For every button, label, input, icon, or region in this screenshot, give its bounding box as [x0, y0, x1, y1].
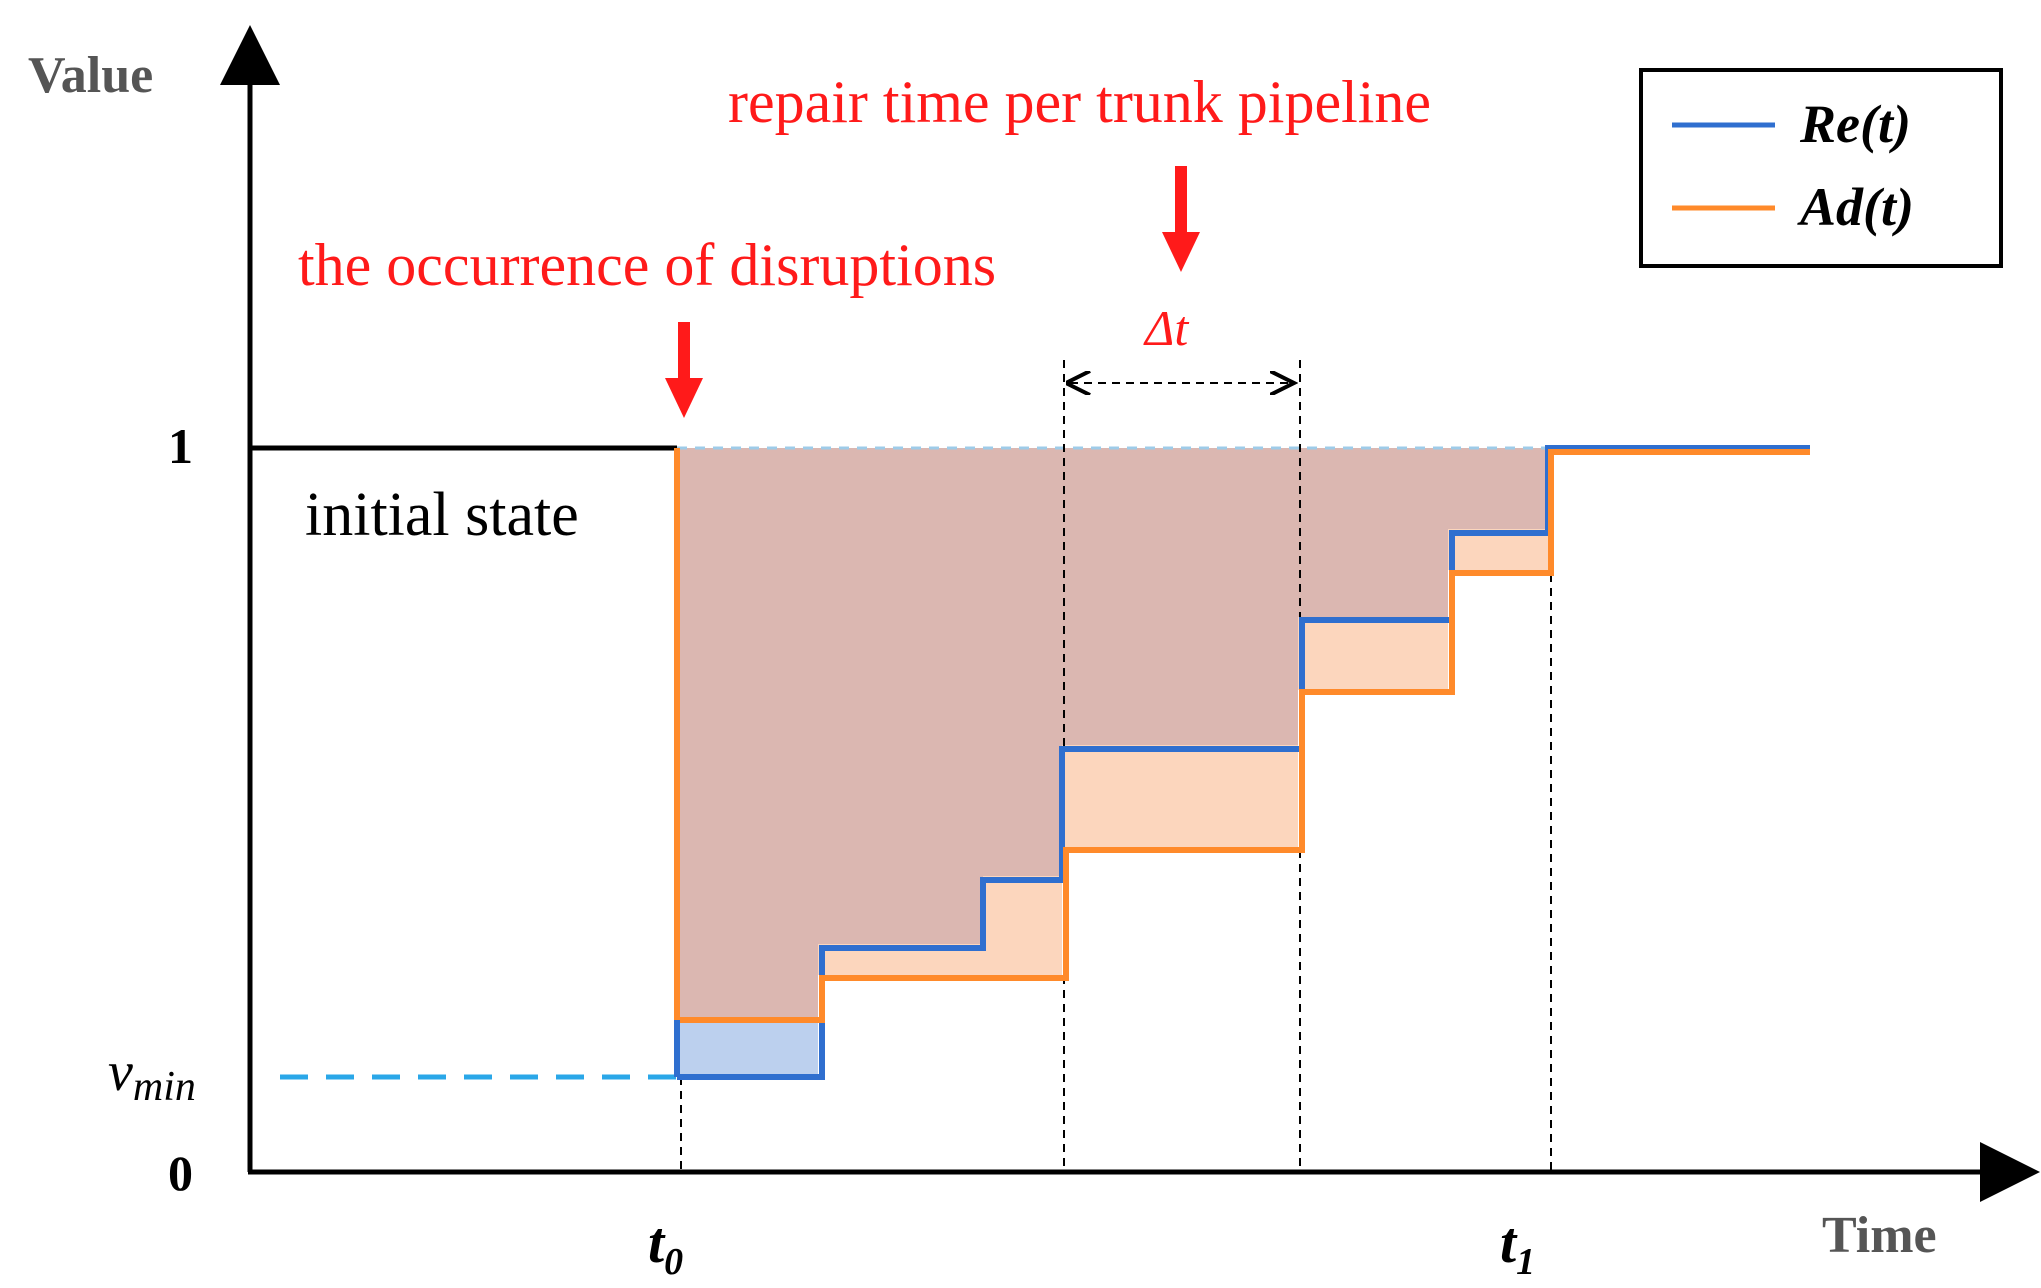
y-tick-vmin: vmin	[108, 1041, 196, 1110]
legend-ad-label: Ad(t)	[1797, 177, 1914, 237]
repair-arrow	[1162, 166, 1200, 272]
y-tick-zero: 0	[168, 1145, 193, 1201]
re-step-line	[677, 445, 1810, 1080]
legend-box	[1639, 68, 2003, 268]
initial-state-label: initial state	[305, 481, 579, 549]
legend-re-label: Re(t)	[1799, 94, 1911, 154]
re-ad-gap-area	[677, 1018, 818, 1077]
y-axis-label: Value	[28, 47, 153, 104]
delta-t-label: Δt	[1143, 300, 1189, 356]
re-loss-area	[677, 448, 1548, 1077]
x-axis-label: Time	[1822, 1207, 1937, 1264]
repair-time-label: repair time per trunk pipeline	[728, 69, 1431, 135]
overlap-bottom	[677, 448, 818, 1018]
x-tick-t0: t0	[648, 1210, 683, 1283]
x-tick-t1: t1	[1500, 1210, 1535, 1283]
legend: Re(t) Ad(t)	[1639, 68, 2003, 268]
disruption-label: the occurrence of disruptions	[298, 232, 996, 298]
disruption-arrow	[665, 322, 703, 418]
ad-step-line	[674, 448, 1810, 1023]
y-tick-one: 1	[168, 418, 193, 474]
